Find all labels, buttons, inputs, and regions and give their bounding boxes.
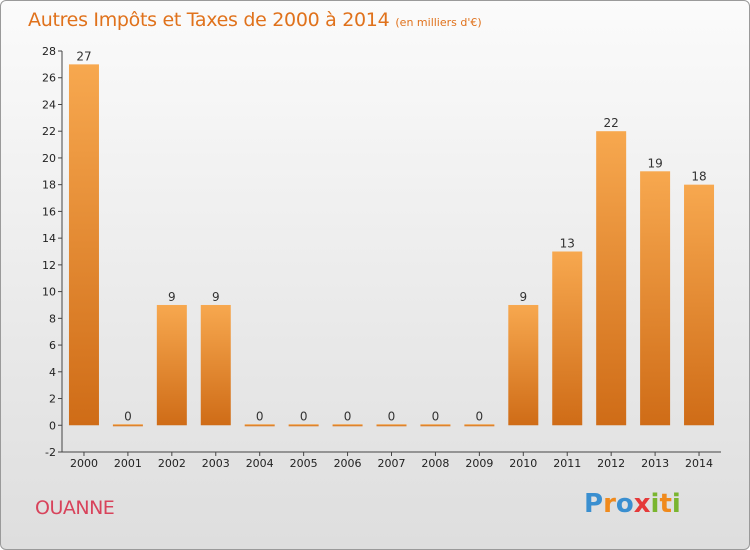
chart-title-text: Autres Impôts et Taxes de 2000 à 2014 [28, 9, 390, 31]
x-tick-label: 2010 [509, 457, 537, 470]
chart-subtitle: (en milliers d'€) [395, 16, 482, 29]
bar-2010 [508, 304, 539, 426]
value-label: 9 [212, 290, 220, 304]
x-tick-label: 2002 [158, 457, 186, 470]
bar-2008 [420, 424, 451, 427]
proxiti-logo: Proxiti [584, 489, 681, 519]
x-tick-label: 2007 [378, 457, 406, 470]
value-label: 0 [344, 409, 352, 423]
bar-2009 [464, 424, 495, 427]
value-label: 22 [604, 116, 619, 130]
value-label: 13 [560, 237, 575, 251]
y-tick-label: 18 [42, 179, 56, 192]
y-tick-label: 20 [42, 152, 56, 165]
value-label: 0 [300, 409, 308, 423]
value-label: 19 [647, 156, 662, 170]
y-tick-label: 26 [42, 72, 56, 85]
x-tick-label: 2014 [685, 457, 713, 470]
y-tick-label: 28 [42, 45, 56, 58]
value-label: 0 [256, 409, 264, 423]
x-tick-label: 2003 [202, 457, 230, 470]
x-tick-label: 2012 [597, 457, 625, 470]
bar-2014 [684, 184, 715, 426]
bar-2002 [156, 304, 187, 426]
y-tick-label: 2 [49, 393, 56, 406]
y-tick-label: 24 [42, 98, 56, 111]
x-tick-label: 2004 [246, 457, 274, 470]
bar-2007 [376, 424, 407, 427]
x-tick-label: 2009 [465, 457, 493, 470]
y-tick-label: 14 [42, 232, 56, 245]
bar-2011 [552, 251, 583, 426]
bar-2003 [200, 304, 231, 426]
x-tick-label: 2013 [641, 457, 669, 470]
y-tick-label: 4 [49, 366, 56, 379]
value-label: 0 [124, 409, 132, 423]
y-tick-label: 6 [49, 339, 56, 352]
bar-2001 [112, 424, 143, 427]
y-tick-label: -2 [45, 446, 56, 459]
x-tick-label: 2001 [114, 457, 142, 470]
bar-2006 [332, 424, 363, 427]
x-tick-label: 2000 [70, 457, 98, 470]
value-label: 9 [519, 290, 527, 304]
y-tick-label: 12 [42, 259, 56, 272]
x-tick-label: 2005 [290, 457, 318, 470]
y-tick-label: 16 [42, 205, 56, 218]
y-tick-label: 0 [49, 419, 56, 432]
value-label: 18 [691, 170, 706, 184]
x-tick-label: 2006 [334, 457, 362, 470]
bar-2004 [244, 424, 275, 427]
bar-2000 [68, 64, 99, 426]
value-label: 27 [76, 49, 91, 63]
bar-2005 [288, 424, 319, 427]
y-tick-label: 8 [49, 312, 56, 325]
y-tick-label: 10 [42, 286, 56, 299]
bar-2012 [596, 131, 627, 426]
commune-name: OUANNE [35, 497, 115, 519]
value-label: 0 [432, 409, 440, 423]
value-label: 9 [168, 290, 176, 304]
x-tick-label: 2011 [553, 457, 581, 470]
y-tick-label: 22 [42, 125, 56, 138]
chart-title: Autres Impôts et Taxes de 2000 à 2014 (en… [28, 9, 482, 31]
x-tick-label: 2008 [421, 457, 449, 470]
bar-2013 [640, 171, 671, 426]
value-label: 0 [388, 409, 396, 423]
value-label: 0 [476, 409, 484, 423]
